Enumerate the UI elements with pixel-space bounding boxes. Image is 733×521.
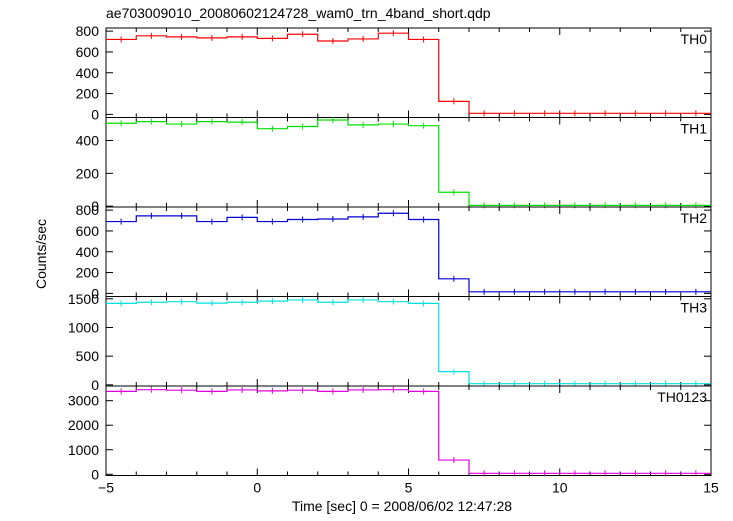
x-tick-label: 10 — [552, 480, 568, 496]
panel-frame — [105, 27, 712, 118]
panel-th1: 0 200 400 TH1 — [76, 116, 712, 214]
series-label: TH2 — [681, 210, 708, 226]
series-line-th2 — [106, 212, 711, 293]
chart-panels: 0 200 400 600 800 TH0 0 200 400 TH1 0 200 400 600 800 T… — [68, 23, 719, 495]
y-tick-label: 200 — [76, 165, 100, 181]
series-line-th0123 — [106, 389, 711, 474]
chart-title: ae703009010_20080602124728_wam0_trn_4ban… — [106, 5, 491, 21]
y-tick-label: 800 — [76, 202, 100, 218]
panel-frame — [105, 385, 712, 476]
y-tick-label: 1500 — [68, 291, 99, 307]
panel-th2: 0 200 400 600 800 TH2 — [76, 202, 712, 301]
x-tick-label: 5 — [405, 480, 413, 496]
y-axis-label: Counts/sec — [33, 219, 49, 289]
y-tick-label: 800 — [76, 23, 100, 39]
y-tick-label: 600 — [76, 44, 100, 60]
series-label: TH1 — [681, 121, 708, 137]
x-tick-label: 15 — [703, 480, 719, 496]
panel-th3: 0 500 1000 1500 TH3 — [68, 291, 712, 393]
series-label: TH3 — [681, 300, 708, 316]
x-axis-label: Time [sec] 0 = 2008/06/02 12:47:28 — [292, 498, 512, 514]
y-tick-label: 0 — [91, 285, 99, 301]
series-line-th3 — [106, 299, 711, 385]
y-tick-label: 3000 — [68, 393, 99, 409]
y-tick-label: 0 — [91, 377, 99, 393]
panel-th0: 0 200 400 600 800 TH0 — [76, 23, 712, 122]
series-label: TH0 — [681, 31, 708, 47]
y-tick-label: 600 — [76, 223, 100, 239]
y-tick-label: 0 — [91, 106, 99, 122]
series-label: TH0123 — [657, 389, 707, 405]
y-tick-label: 1000 — [68, 319, 99, 335]
panel-frame — [105, 117, 712, 208]
y-tick-label: 0 — [91, 198, 99, 214]
y-tick-label: 400 — [76, 132, 100, 148]
panel-th0123: 0 1000 2000 3000 TH0123 — [68, 385, 712, 482]
y-tick-label: 400 — [76, 244, 100, 260]
x-tick-label: −5 — [98, 480, 114, 496]
y-tick-label: 200 — [76, 265, 100, 281]
series-line-th0 — [106, 32, 711, 114]
y-tick-label: 400 — [76, 65, 100, 81]
x-tick-label: 0 — [253, 480, 261, 496]
panel-frame — [105, 296, 712, 387]
y-tick-label: 200 — [76, 86, 100, 102]
y-tick-label: 0 — [91, 466, 99, 482]
series-line-th1 — [106, 119, 711, 206]
y-tick-label: 2000 — [68, 417, 99, 433]
y-tick-label: 500 — [76, 348, 100, 364]
y-tick-label: 1000 — [68, 442, 99, 458]
